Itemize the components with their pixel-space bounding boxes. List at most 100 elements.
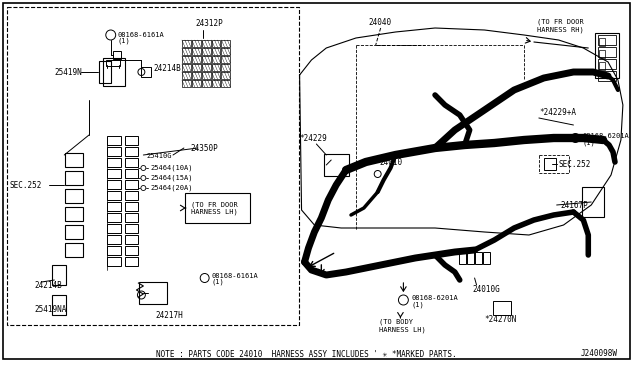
Bar (599, 38, 605, 46)
Bar (65, 243, 83, 257)
Bar (582, 187, 604, 217)
Text: 24010G: 24010G (472, 285, 500, 295)
Bar (212, 64, 221, 71)
Bar (125, 257, 138, 266)
Text: 08168-6201A: 08168-6201A (412, 295, 458, 301)
Bar (598, 59, 616, 69)
Text: 08168-6201A: 08168-6201A (582, 133, 629, 139)
Bar (125, 190, 138, 199)
Text: 24350P: 24350P (191, 144, 219, 153)
Bar (107, 202, 120, 211)
Bar (107, 157, 120, 167)
Bar (599, 62, 605, 70)
Bar (212, 72, 221, 79)
Bar (65, 189, 83, 203)
Bar (598, 35, 616, 45)
Bar (460, 252, 466, 264)
Bar (125, 212, 138, 221)
Text: (1): (1) (412, 302, 424, 308)
Text: (1): (1) (582, 140, 595, 146)
Text: SEC.252: SEC.252 (10, 180, 42, 189)
Bar (182, 80, 191, 87)
Bar (125, 234, 138, 244)
Bar (103, 58, 125, 86)
Text: (1): (1) (212, 279, 225, 285)
Bar (107, 135, 120, 144)
Bar (125, 147, 138, 155)
Bar (202, 72, 211, 79)
Bar (113, 51, 120, 59)
Bar (182, 64, 191, 71)
Bar (107, 212, 120, 221)
Bar (52, 295, 67, 315)
Text: *24229: *24229 (300, 134, 327, 142)
Bar (107, 257, 120, 266)
Bar (107, 190, 120, 199)
Bar (599, 50, 605, 58)
Text: 25410G: 25410G (147, 153, 172, 159)
Bar (107, 234, 120, 244)
Bar (125, 224, 138, 232)
Bar (65, 225, 83, 239)
Bar (52, 265, 67, 285)
Text: 25464(20A): 25464(20A) (150, 185, 193, 191)
Text: *24229+A: *24229+A (540, 108, 577, 116)
Text: 25464(15A): 25464(15A) (150, 175, 193, 181)
Text: 25419NA: 25419NA (35, 305, 67, 314)
Bar (107, 246, 120, 254)
Bar (125, 246, 138, 254)
Bar (182, 40, 191, 47)
Text: (TO BODY: (TO BODY (379, 319, 413, 325)
Bar (475, 252, 482, 264)
Bar (186, 193, 250, 223)
Bar (107, 224, 120, 232)
Bar (65, 171, 83, 185)
Bar (202, 80, 211, 87)
Bar (324, 154, 349, 176)
Text: 24010: 24010 (380, 157, 403, 167)
Bar (221, 64, 230, 71)
Bar (125, 157, 138, 167)
Text: *24270N: *24270N (484, 315, 517, 324)
Text: 24040: 24040 (369, 17, 392, 26)
Bar (493, 301, 511, 315)
Text: HARNESS RH): HARNESS RH) (537, 27, 584, 33)
Bar (221, 48, 230, 55)
Bar (141, 67, 151, 77)
Bar (598, 71, 616, 81)
Bar (212, 40, 221, 47)
Bar (467, 252, 474, 264)
Text: NOTE : PARTS CODE 24010  HARNESS ASSY INCLUDES ' ✳ *MARKED PARTS.: NOTE : PARTS CODE 24010 HARNESS ASSY INC… (156, 350, 457, 359)
Bar (182, 56, 191, 63)
Text: 08168-6161A: 08168-6161A (118, 32, 164, 38)
Bar (65, 207, 83, 221)
Bar (125, 202, 138, 211)
Text: 25464(10A): 25464(10A) (150, 165, 193, 171)
Bar (7, 7, 299, 325)
Bar (107, 169, 120, 177)
Text: 24167P: 24167P (561, 201, 588, 209)
Text: (TO FR DOOR: (TO FR DOOR (537, 19, 584, 25)
Bar (221, 80, 230, 87)
Bar (202, 48, 211, 55)
Bar (107, 180, 120, 189)
Bar (125, 169, 138, 177)
Bar (212, 80, 221, 87)
Bar (125, 135, 138, 144)
Text: (TO FR DOOR: (TO FR DOOR (191, 202, 237, 208)
Bar (212, 56, 221, 63)
Bar (192, 48, 201, 55)
Bar (65, 153, 83, 167)
Bar (544, 158, 556, 170)
Bar (192, 80, 201, 87)
Bar (483, 252, 490, 264)
Bar (106, 60, 120, 66)
Text: 24217H: 24217H (156, 311, 183, 320)
Text: 25419N: 25419N (54, 67, 82, 77)
Text: SEC.252: SEC.252 (559, 160, 591, 169)
Bar (192, 72, 201, 79)
Bar (140, 282, 167, 304)
Bar (221, 40, 230, 47)
Bar (202, 40, 211, 47)
Bar (212, 48, 221, 55)
